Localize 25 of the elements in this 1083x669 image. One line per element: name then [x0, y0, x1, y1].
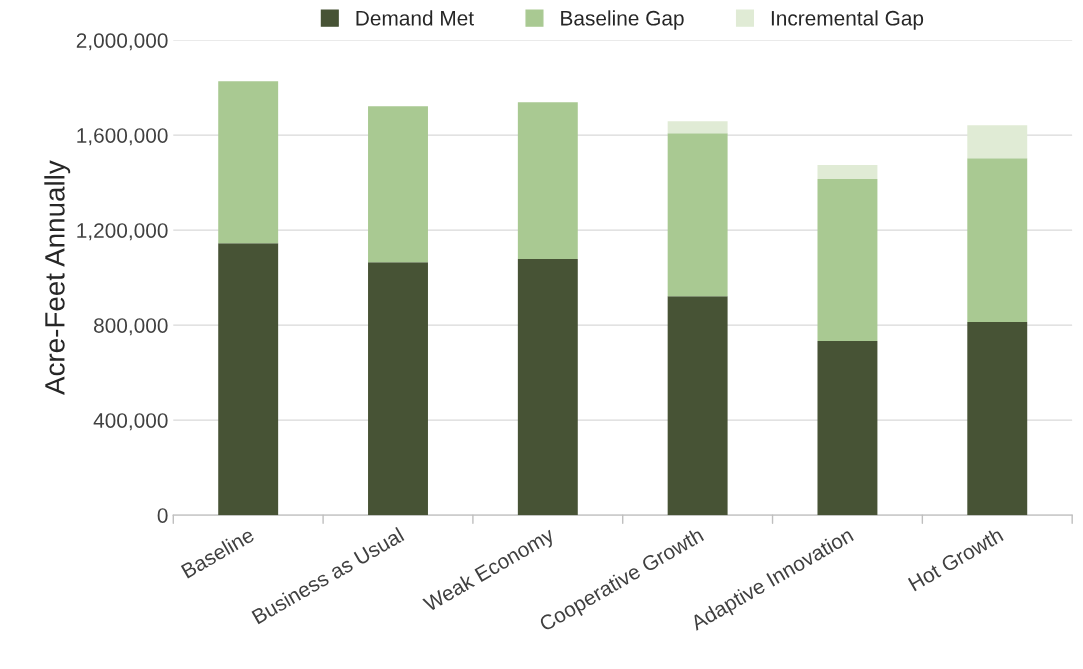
- bar: [817, 165, 878, 180]
- bar: [817, 179, 878, 342]
- y-tick-label: 1,200,000: [77, 223, 168, 241]
- legend-label: Baseline Gap: [561, 10, 684, 30]
- legend-label: Incremental Gap: [771, 10, 924, 30]
- y-tick-label: 2,000,000: [76, 33, 168, 51]
- y-axis-title: Acre-Feet Annually: [44, 160, 71, 395]
- y-tick-label: 800,000: [94, 318, 168, 336]
- bar: [218, 243, 279, 516]
- y-tick-label: 0: [157, 508, 168, 523]
- bar: [667, 121, 728, 134]
- bar: [667, 296, 728, 516]
- y-tick-label: 1,600,000: [77, 128, 168, 146]
- y-tick-label: 400,000: [93, 413, 168, 431]
- bar: [667, 133, 728, 297]
- bar: [517, 259, 578, 516]
- bar: [967, 322, 1028, 516]
- bar: [368, 262, 428, 516]
- legend-label: Demand Met: [356, 10, 474, 26]
- bar: [967, 125, 1028, 159]
- bar: [218, 81, 279, 244]
- bar: [517, 102, 578, 260]
- bar: [967, 158, 1028, 323]
- bar: [368, 106, 428, 263]
- bar: [817, 341, 878, 516]
